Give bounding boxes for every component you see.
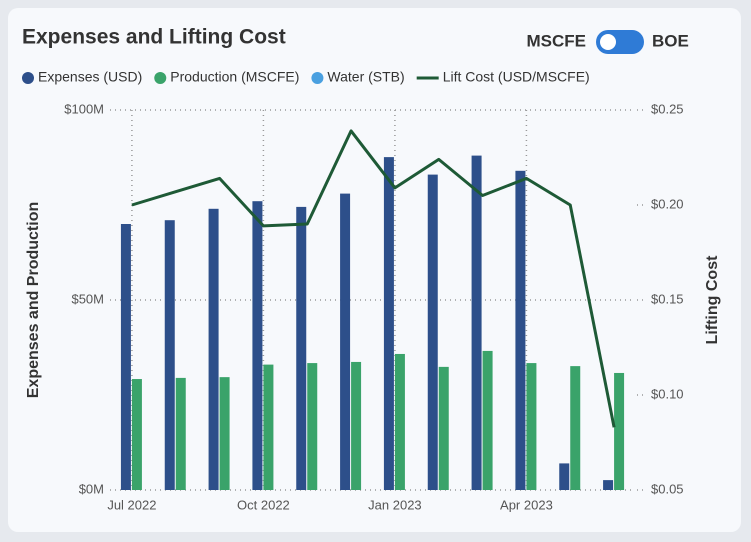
y2-axis-title: Lifting Cost xyxy=(704,255,721,345)
bar xyxy=(164,220,175,490)
legend-marker xyxy=(311,72,324,84)
bar xyxy=(438,366,449,490)
y2-tick-label: $0.05 xyxy=(651,481,684,496)
bar xyxy=(120,224,131,490)
bar xyxy=(559,463,570,490)
bar xyxy=(394,353,405,490)
legend-label: Production (MSCFE) xyxy=(170,69,299,85)
y2-tick-label: $0.25 xyxy=(651,101,684,116)
bar xyxy=(526,363,537,490)
bar xyxy=(427,174,438,490)
bar xyxy=(340,193,351,490)
y-axis-title: Expenses and Production xyxy=(25,202,42,398)
bar xyxy=(570,366,581,490)
bar xyxy=(131,379,142,490)
bar xyxy=(296,206,307,490)
legend-marker xyxy=(22,72,34,84)
bar xyxy=(471,155,482,490)
bar xyxy=(603,480,614,490)
legend-marker xyxy=(154,72,167,84)
y2-tick-label: $0.10 xyxy=(651,386,684,401)
legend-label: Lift Cost (USD/MSCFE) xyxy=(443,69,590,85)
x-tick-label: Apr 2023 xyxy=(500,497,553,512)
y-tick-label: $100M xyxy=(64,101,104,116)
chart-title: Expenses and Lifting Cost xyxy=(22,26,286,49)
x-tick-label: Oct 2022 xyxy=(237,497,290,512)
bar xyxy=(383,157,394,490)
legend-label: Water (STB) xyxy=(327,69,404,85)
y-tick-label: $50M xyxy=(71,291,104,306)
bar xyxy=(482,350,493,490)
x-tick-label: Jan 2023 xyxy=(368,497,422,512)
line xyxy=(131,129,616,428)
legend-label: Expenses (USD) xyxy=(38,69,142,85)
y2-tick-label: $0.15 xyxy=(651,291,684,306)
toggle-right[interactable]: BOE xyxy=(652,31,689,50)
toggle-knob[interactable] xyxy=(600,34,616,50)
bar xyxy=(307,363,318,490)
bar xyxy=(263,364,274,490)
toggle-left[interactable]: MSCFE xyxy=(527,31,587,50)
x-tick-label: Jul 2022 xyxy=(107,497,156,512)
bar xyxy=(208,208,219,491)
bar xyxy=(175,377,186,490)
y-tick-label: $0M xyxy=(79,481,104,496)
bar xyxy=(219,377,230,490)
bar xyxy=(515,170,526,491)
bar xyxy=(614,372,625,490)
bar xyxy=(252,201,263,490)
bar xyxy=(351,361,362,490)
y2-tick-label: $0.20 xyxy=(651,196,684,211)
